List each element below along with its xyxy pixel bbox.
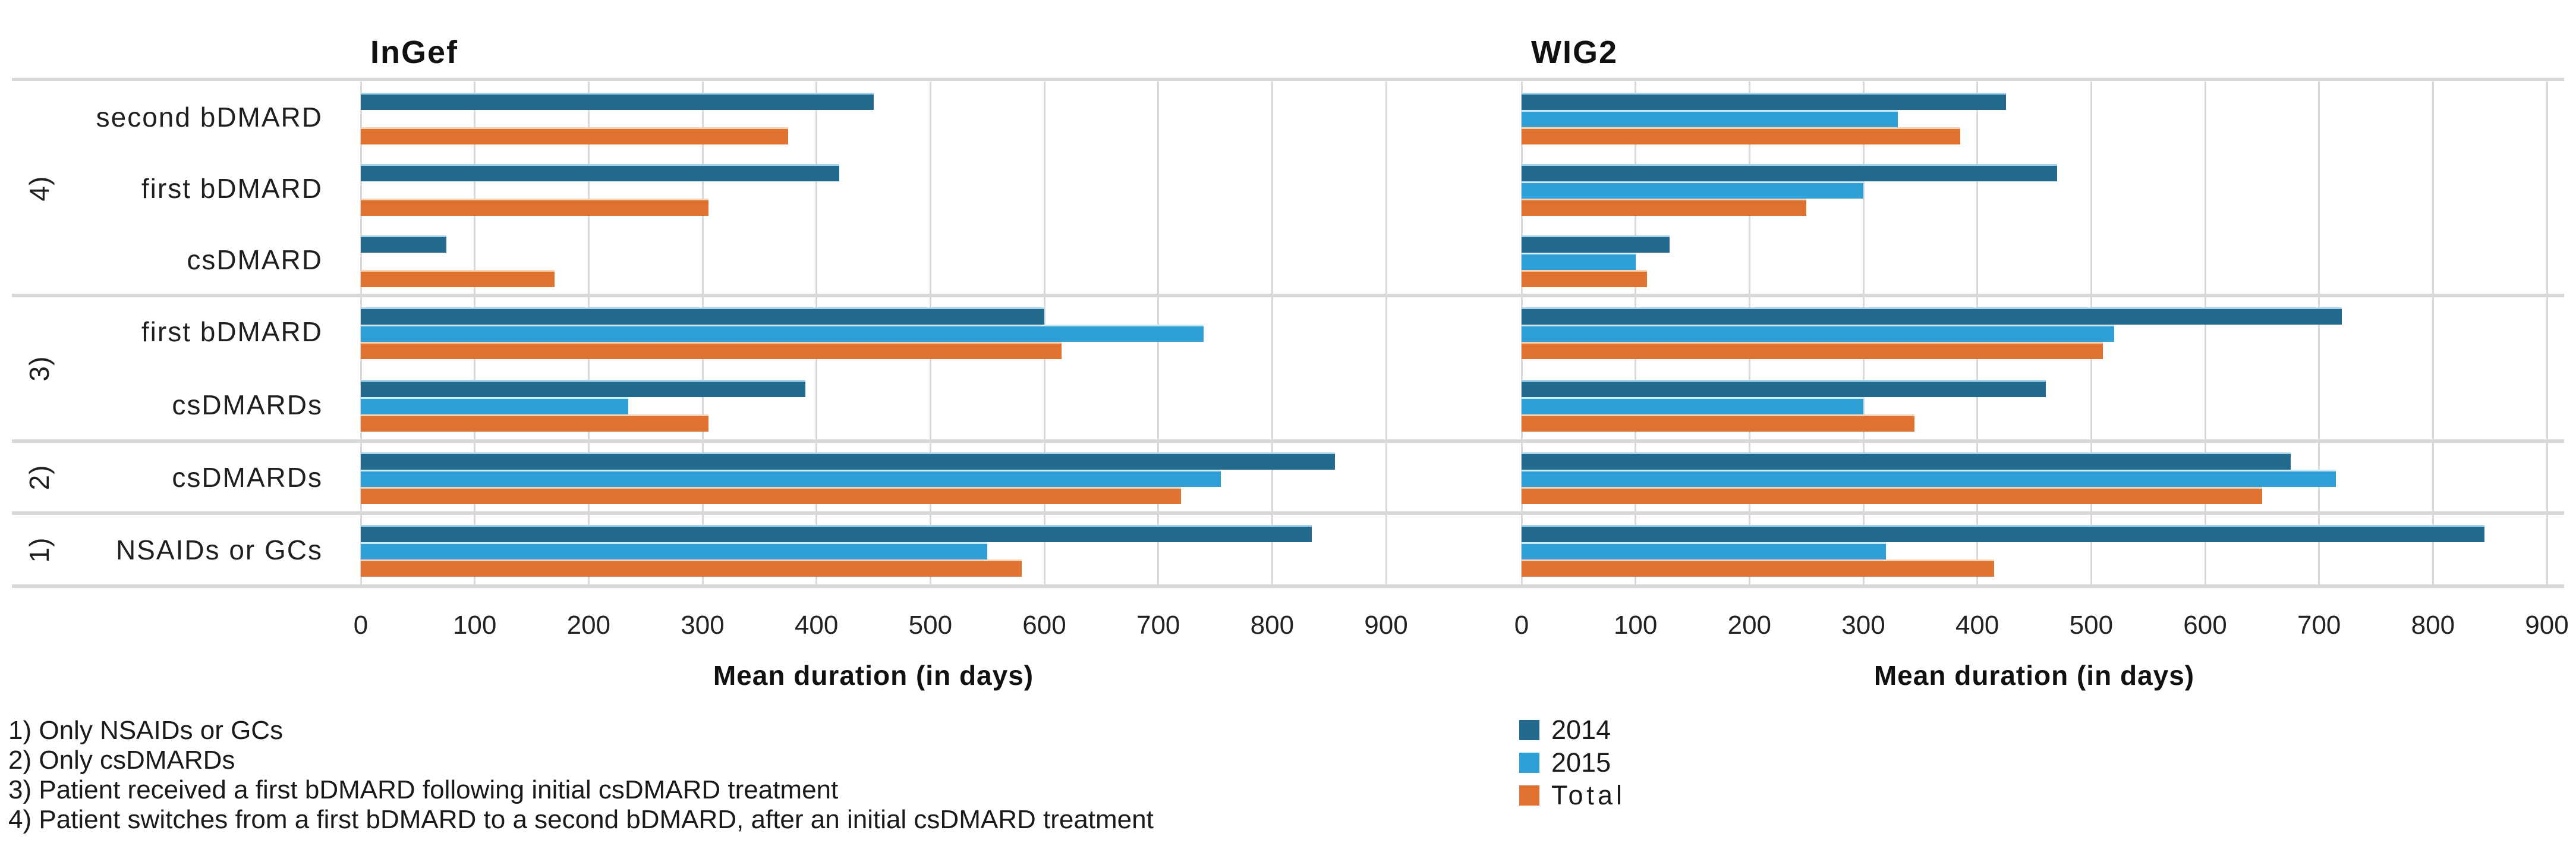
- bar-total: [361, 198, 708, 216]
- bar-2015: [1522, 324, 2114, 342]
- bar-2015: [361, 542, 988, 559]
- x-tick-label: 700: [1136, 611, 1180, 640]
- x-tick-label: 800: [2411, 611, 2455, 640]
- legend-swatch-2014: [1519, 719, 1539, 740]
- chart-top-border: [12, 78, 2564, 81]
- x-axis-title: Mean duration (in days): [713, 660, 1034, 691]
- bar-2015: [361, 324, 1204, 342]
- bar-2014: [1522, 380, 2046, 398]
- footnote-1: 1) Only NSAIDs or GCs: [8, 716, 284, 745]
- legend-item-2014: 2014: [1519, 713, 1626, 746]
- bar-total: [1522, 198, 1807, 216]
- bar-total: [361, 341, 1062, 359]
- x-tick-label: 100: [1613, 611, 1658, 640]
- footnote-4: 4) Patient switches from a first bDMARD …: [8, 805, 1154, 834]
- bar-2015: [1522, 542, 1887, 559]
- x-tick-label: 300: [1841, 611, 1885, 640]
- legend-label: 2014: [1551, 714, 1611, 745]
- gridline-900: [2546, 81, 2548, 586]
- x-tick-label: 200: [566, 611, 611, 640]
- category-label: second bDMARD: [96, 102, 323, 133]
- gridline-700: [2318, 81, 2320, 586]
- legend-label: Total: [1551, 779, 1626, 810]
- bar-2015: [1522, 109, 1898, 127]
- category-label: csDMARDs: [172, 461, 323, 493]
- bar-2014: [361, 163, 839, 181]
- x-axis-title: Mean duration (in days): [1873, 660, 2195, 691]
- bar-total: [1522, 269, 1647, 287]
- chart-bottom-border: [12, 584, 2564, 588]
- gridline-600: [2204, 81, 2206, 586]
- x-tick-label: 900: [2525, 611, 2569, 640]
- x-tick-label: 500: [908, 611, 953, 640]
- bar-2015: [361, 470, 1221, 487]
- panel-title-wig2: WIG2: [1531, 34, 1618, 70]
- category-label: first bDMARD: [141, 173, 323, 204]
- x-tick-label: 600: [1022, 611, 1066, 640]
- gridline-900: [1385, 81, 1387, 586]
- bar-total: [361, 269, 555, 287]
- bar-total: [1522, 127, 1960, 144]
- footnote-3: 3) Patient received a first bDMARD follo…: [8, 775, 839, 804]
- bar-2014: [361, 307, 1045, 325]
- group-separator: [12, 439, 2564, 443]
- category-label: first bDMARD: [141, 316, 323, 348]
- x-tick-label: 700: [2297, 611, 2341, 640]
- bar-total: [1522, 341, 2103, 359]
- group-separator: [12, 511, 2564, 515]
- bar-2014: [1522, 163, 2057, 181]
- legend-item-2015: 2015: [1519, 746, 1626, 779]
- x-tick-label: 0: [1514, 611, 1529, 640]
- x-tick-label: 600: [2183, 611, 2227, 640]
- category-label: csDMARDs: [172, 389, 323, 420]
- group-separator: [12, 294, 2564, 297]
- bar-total: [361, 127, 788, 144]
- bar-2014: [361, 380, 805, 398]
- bar-2015: [361, 397, 629, 415]
- legend-label: 2015: [1551, 747, 1611, 778]
- x-tick-label: 100: [452, 611, 497, 640]
- bar-total: [1522, 414, 1915, 432]
- legend-swatch-2015: [1519, 752, 1539, 773]
- category-label: csDMARD: [187, 244, 323, 275]
- bar-2014: [1522, 307, 2342, 325]
- bar-2014: [361, 92, 874, 110]
- x-tick-label: 300: [681, 611, 725, 640]
- x-tick-label: 200: [1727, 611, 1772, 640]
- category-label: NSAIDs or GCs: [115, 534, 323, 565]
- legend-swatch-total: [1519, 785, 1539, 806]
- bar-2014: [361, 235, 446, 253]
- bar-total: [361, 559, 1022, 577]
- bar-2014: [361, 525, 1312, 542]
- bar-2015: [1522, 181, 1863, 199]
- bar-2014: [1522, 235, 1670, 253]
- bar-total: [361, 487, 1182, 504]
- bar-total: [361, 414, 708, 432]
- bar-total: [1522, 487, 2262, 504]
- x-tick-label: 800: [1250, 611, 1295, 640]
- legend: 2014 2015 Total: [1519, 713, 1626, 812]
- gridline-800: [2432, 81, 2434, 586]
- footnotes: 1) Only NSAIDs or GCs 2) Only csDMARDs 3…: [8, 716, 1154, 835]
- bar-2015: [1522, 252, 1636, 270]
- x-tick-label: 400: [794, 611, 839, 640]
- bar-2014: [361, 452, 1335, 470]
- bar-2015: [1522, 470, 2336, 487]
- legend-item-total: Total: [1519, 779, 1626, 812]
- footnote-2: 2) Only csDMARDs: [8, 746, 235, 775]
- bar-2014: [1522, 92, 2006, 110]
- group-label-3: 3): [24, 356, 55, 381]
- bar-total: [1522, 559, 1995, 577]
- bar-2015: [1522, 397, 1863, 415]
- x-tick-label: 400: [1955, 611, 1999, 640]
- bar-2014: [1522, 452, 2291, 470]
- x-tick-label: 900: [1364, 611, 1408, 640]
- bar-2014: [1522, 525, 2484, 542]
- x-tick-label: 500: [2069, 611, 2114, 640]
- gridline-800: [1271, 81, 1273, 586]
- x-tick-label: 0: [353, 611, 369, 640]
- panel-title-ingef: InGef: [370, 34, 459, 70]
